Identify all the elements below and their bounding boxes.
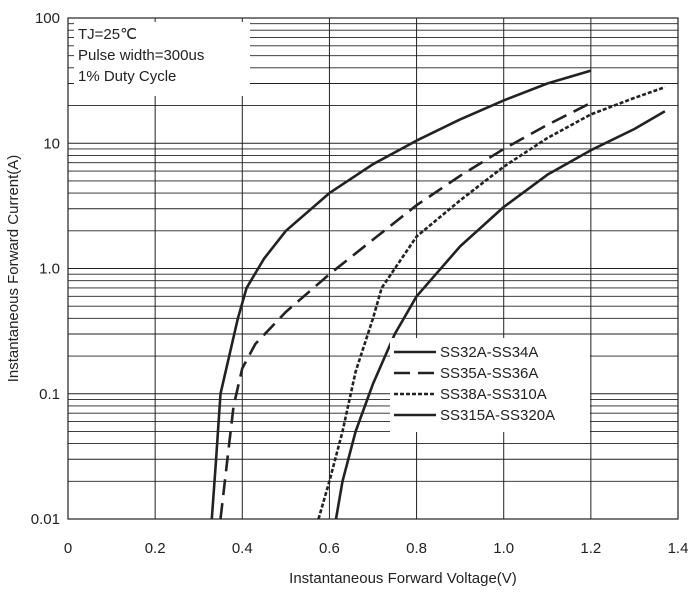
legend-label-1: SS32A-SS34A — [440, 344, 538, 361]
plot-frame — [67, 17, 679, 520]
conditions-box — [74, 22, 250, 96]
legend-label-4: SS315A-SS320A — [440, 407, 555, 424]
annotation-pulse-width: Pulse width=300us — [78, 47, 204, 64]
x-axis-label: Instantaneous Forward Voltage(V) — [289, 570, 517, 587]
legend: SS32A-SS34A SS35A-SS36A SS38A-SS310A SS315A… — [390, 338, 590, 432]
y-axis-label: Instantaneous Forward Current(A) — [5, 155, 22, 383]
series-line-2 — [219, 101, 592, 520]
x-tick-label: 0.4 — [232, 540, 253, 557]
x-tick-label: 0.2 — [145, 540, 166, 557]
y-tick-label: 10 — [43, 135, 60, 152]
x-tick-label: 0 — [64, 540, 72, 557]
legend-box — [390, 338, 590, 432]
legend-label-3: SS38A-SS310A — [440, 386, 547, 403]
series-lines — [210, 69, 666, 520]
conditions-annotation: TJ=25℃ Pulse width=300us 1% Duty Cycle — [74, 22, 250, 96]
x-tick-label: 1.4 — [668, 540, 689, 557]
series-line-3 — [317, 85, 666, 520]
y-axis-ticks: 0.01 0.1 1.0 10 100 — [31, 10, 60, 528]
x-tick-label: 1.2 — [580, 540, 601, 557]
series-line-4 — [334, 110, 666, 520]
legend-label-2: SS35A-SS36A — [440, 365, 538, 382]
x-tick-label: 0.8 — [406, 540, 427, 557]
annotation-duty-cycle: 1% Duty Cycle — [78, 68, 176, 85]
x-tick-label: 0.6 — [319, 540, 340, 557]
y-tick-label: 100 — [35, 10, 60, 27]
y-tick-label: 0.01 — [31, 511, 60, 528]
annotation-temperature: TJ=25℃ — [78, 26, 137, 43]
x-axis-ticks: 0 0.2 0.4 0.6 0.8 1.0 1.2 1.4 — [64, 540, 689, 557]
y-tick-label: 0.1 — [39, 386, 60, 403]
series-line-1 — [210, 69, 592, 520]
y-tick-label: 1.0 — [39, 261, 60, 278]
x-tick-label: 1.0 — [493, 540, 514, 557]
